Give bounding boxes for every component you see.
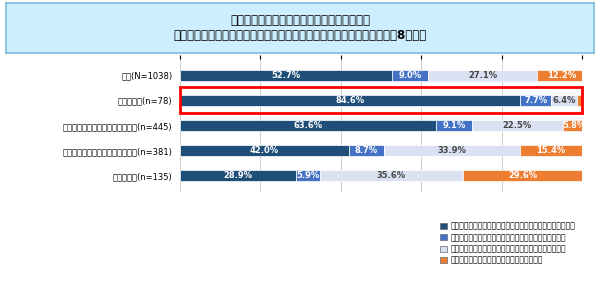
Text: 35.6%: 35.6%: [377, 171, 406, 180]
Bar: [520, 145, 582, 156]
Text: 52.7%: 52.7%: [271, 71, 301, 80]
Bar: [551, 95, 577, 106]
Bar: [296, 170, 320, 181]
Text: 7.7%: 7.7%: [524, 96, 547, 105]
Text: 28.9%: 28.9%: [224, 171, 253, 180]
Text: 9.0%: 9.0%: [398, 71, 422, 80]
Bar: [180, 120, 436, 131]
Text: 84.6%: 84.6%: [335, 96, 365, 105]
Bar: [180, 87, 582, 114]
Bar: [180, 70, 392, 81]
Bar: [472, 120, 563, 131]
Text: 5.9%: 5.9%: [296, 171, 320, 180]
Bar: [520, 95, 551, 106]
Text: 現在、ワークモチベーションが高い人材は、
「自ら、ある程度テーマを決めており、実行方法も決めている」人材が8割以上: 現在、ワークモチベーションが高い人材は、 「自ら、ある程度テーマを決めており、実…: [173, 14, 427, 42]
Text: 6.4%: 6.4%: [552, 96, 575, 105]
Text: 8.7%: 8.7%: [355, 146, 378, 155]
Text: 63.6%: 63.6%: [293, 121, 322, 130]
Text: 5.8%: 5.8%: [563, 121, 586, 130]
Bar: [320, 170, 463, 181]
Bar: [180, 145, 349, 156]
Text: 15.4%: 15.4%: [536, 146, 566, 155]
Text: 12.2%: 12.2%: [547, 71, 576, 80]
Legend: 自ら、ある程度テーマを決めており、実行方法も決めている, 自ら、テーマを決めているが、実行方法は決めていない, 自ら、テーマは決めていないが、実行方法は決めてい: 自ら、ある程度テーマを決めており、実行方法も決めている, 自ら、テーマを決めてい…: [437, 219, 578, 268]
Bar: [180, 95, 520, 106]
Bar: [563, 120, 586, 131]
Bar: [428, 70, 537, 81]
Text: 27.1%: 27.1%: [468, 71, 497, 80]
Text: 42.0%: 42.0%: [250, 146, 279, 155]
Text: 22.5%: 22.5%: [503, 121, 532, 130]
Bar: [463, 170, 582, 181]
Bar: [392, 70, 428, 81]
Bar: [577, 95, 582, 106]
Bar: [384, 145, 520, 156]
Bar: [180, 170, 296, 181]
Bar: [436, 120, 472, 131]
Bar: [349, 145, 384, 156]
Bar: [537, 70, 586, 81]
Text: 9.1%: 9.1%: [442, 121, 466, 130]
Text: 29.6%: 29.6%: [508, 171, 537, 180]
Text: 33.9%: 33.9%: [437, 146, 466, 155]
